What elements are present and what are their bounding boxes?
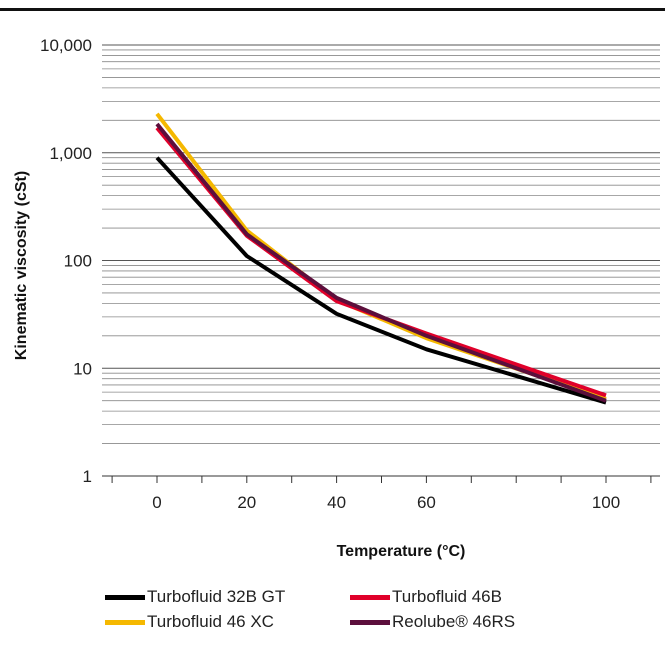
x-tick-label: 20 (237, 493, 256, 512)
x-tick-label: 100 (592, 493, 620, 512)
chart: 1 10 100 1,000 10,000 0 20 40 60 100 Kinematic vi… (13, 36, 660, 560)
y-tick-label: 10,000 (40, 36, 92, 55)
y-axis-label: Kinematic viscosity (cSt) (13, 171, 30, 360)
legend-swatch (105, 619, 145, 625)
legend-item-reolube-46rs: Reolube® 46RS (350, 611, 515, 633)
series-lines (155, 112, 607, 405)
legend-item-turbofluid-46b: Turbofluid 46B (350, 586, 502, 608)
x-axis-label: Temperature (°C) (337, 543, 466, 560)
x-tick-label: 40 (327, 493, 346, 512)
x-tick-label: 60 (417, 493, 436, 512)
legend-label: Reolube® 46RS (392, 612, 516, 631)
x-tick-label: 0 (152, 493, 161, 512)
legend-item-turbofluid-32b-gt: Turbofluid 32B GT (105, 586, 285, 608)
legend-swatch (350, 619, 390, 625)
series-line-turbofluid-32b-gt (155, 156, 607, 405)
y-tick-label: 1,000 (49, 144, 92, 163)
legend-item-turbofluid-46-xc: Turbofluid 46 XC (105, 611, 274, 633)
legend-label: Turbofluid 46 XC (147, 612, 274, 631)
axes (102, 475, 660, 483)
y-tick-label: 1 (83, 467, 92, 486)
series-line-reolube-46rs (155, 122, 607, 403)
legend-swatch (350, 594, 390, 600)
tick-labels: 1 10 100 1,000 10,000 0 20 40 60 100 (40, 36, 620, 512)
legend-label: Turbofluid 32B GT (147, 587, 286, 606)
y-tick-label: 10 (73, 359, 92, 378)
series-line-turbofluid-46-xc (155, 112, 607, 401)
y-tick-label: 100 (64, 252, 92, 271)
legend-label: Turbofluid 46B (392, 587, 502, 606)
top-rule (0, 8, 665, 11)
series-line-turbofluid-46b (155, 126, 607, 398)
legend-swatch (105, 594, 145, 600)
